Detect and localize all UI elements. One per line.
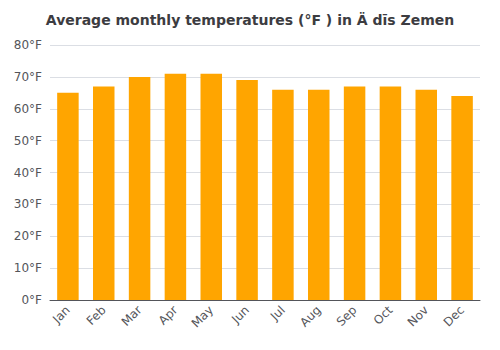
svg-text:20°F: 20°F	[14, 229, 42, 243]
svg-text:Mar: Mar	[119, 303, 145, 329]
svg-text:30°F: 30°F	[14, 197, 42, 211]
svg-text:40°F: 40°F	[14, 166, 42, 180]
svg-text:Oct: Oct	[371, 303, 396, 328]
svg-text:Dec: Dec	[441, 303, 467, 329]
svg-text:0°F: 0°F	[21, 293, 42, 307]
svg-text:Sep: Sep	[334, 303, 360, 329]
svg-text:10°F: 10°F	[14, 261, 42, 275]
svg-text:Feb: Feb	[84, 303, 109, 328]
svg-text:60°F: 60°F	[14, 102, 42, 116]
svg-text:Aug: Aug	[297, 303, 323, 329]
svg-text:Jan: Jan	[49, 303, 73, 327]
svg-text:Apr: Apr	[156, 303, 181, 328]
svg-text:Nov: Nov	[405, 303, 431, 329]
svg-text:Jul: Jul	[267, 303, 288, 324]
svg-text:Average monthly temperatures (: Average monthly temperatures (°F ) in Ä …	[46, 12, 454, 28]
svg-text:May: May	[189, 303, 216, 330]
svg-text:70°F: 70°F	[14, 70, 42, 84]
svg-text:50°F: 50°F	[14, 134, 42, 148]
svg-text:Jun: Jun	[228, 303, 252, 327]
svg-text:80°F: 80°F	[14, 38, 42, 52]
